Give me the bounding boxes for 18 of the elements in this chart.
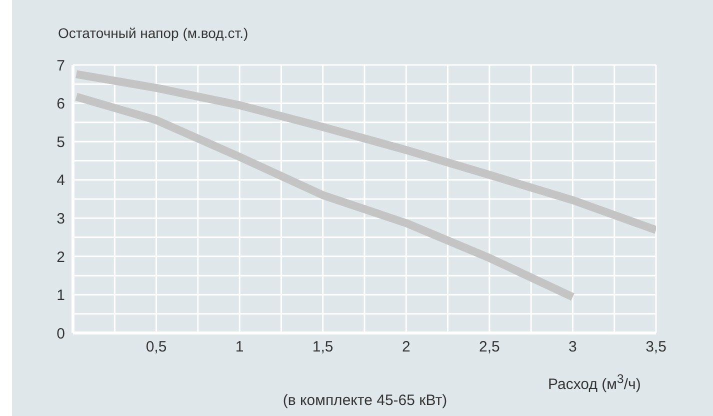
x-tick-label: 3 xyxy=(568,338,577,356)
y-tick-label: 0 xyxy=(56,325,65,342)
x-tick-label: 1,5 xyxy=(312,338,334,356)
x-tick-label: 2,5 xyxy=(479,338,500,356)
x-tick-label: 0,5 xyxy=(146,338,167,356)
x-tick-label: 3,5 xyxy=(646,338,666,356)
y-axis-title: Остаточный напор (м.вод.ст.) xyxy=(58,25,248,41)
y-tick-label: 3 xyxy=(56,210,65,228)
y-tick-label: 5 xyxy=(56,134,65,151)
x-tick-label: 1 xyxy=(235,338,244,356)
x-axis-title: Расход (м$^{3}$/ч) xyxy=(548,372,641,393)
y-tick-label: 6 xyxy=(56,96,65,113)
y-tick-label: 2 xyxy=(56,248,65,266)
text: (в комплекте 45-65 кВт) xyxy=(282,392,448,409)
y-tick-label: 1 xyxy=(56,287,65,304)
y-tick-label: 4 xyxy=(56,172,65,190)
x-tick-label: 2 xyxy=(402,338,410,356)
y-tick-label: 7 xyxy=(56,57,65,74)
